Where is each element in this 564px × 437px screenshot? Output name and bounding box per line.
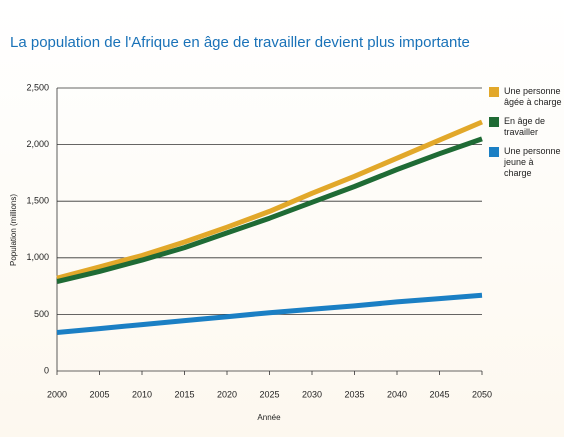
x-tick-label: 2050 [472, 389, 492, 399]
series-line [56, 292, 483, 335]
chart-title: La population de l'Afrique en âge de tra… [10, 34, 470, 51]
x-tick-label: 2035 [344, 389, 364, 399]
legend-swatch [489, 87, 499, 97]
y-tick-label: 500 [34, 309, 49, 319]
legend: Une personne âgée à charge En âge de trav… [486, 86, 562, 187]
legend-swatch [489, 147, 499, 157]
y-tick-label: 2,000 [26, 139, 49, 149]
x-tick-label: 2040 [387, 389, 407, 399]
series-line [56, 119, 483, 281]
x-tick-label: 2045 [429, 389, 449, 399]
y-tick-label: 2,500 [26, 82, 49, 92]
y-tick-label: 1,000 [26, 252, 49, 262]
y-tick-label: 0 [44, 365, 49, 375]
legend-label: Une personne âgée à charge [504, 86, 562, 107]
x-tick-label: 2015 [174, 389, 194, 399]
legend-label: En âge de travailler [504, 116, 546, 137]
x-tick-label: 2030 [302, 389, 322, 399]
y-tick-label: 1,500 [26, 196, 49, 206]
x-tick-label: 2020 [217, 389, 237, 399]
x-tick-label: 2010 [132, 389, 152, 399]
legend-item: En âge de travailler [486, 116, 562, 138]
x-axis-label: Année [257, 413, 281, 422]
x-tick-label: 2025 [259, 389, 279, 399]
legend-swatch [489, 117, 499, 127]
series-line [56, 136, 483, 285]
legend-item: Une personne jeune à charge [486, 146, 562, 179]
x-tick-label: 2000 [47, 389, 67, 399]
y-axis-label: Population (millions) [9, 194, 18, 266]
x-tick-label: 2005 [89, 389, 109, 399]
legend-item: Une personne âgée à charge [486, 86, 562, 108]
legend-label: Une personne jeune à charge [504, 146, 561, 178]
